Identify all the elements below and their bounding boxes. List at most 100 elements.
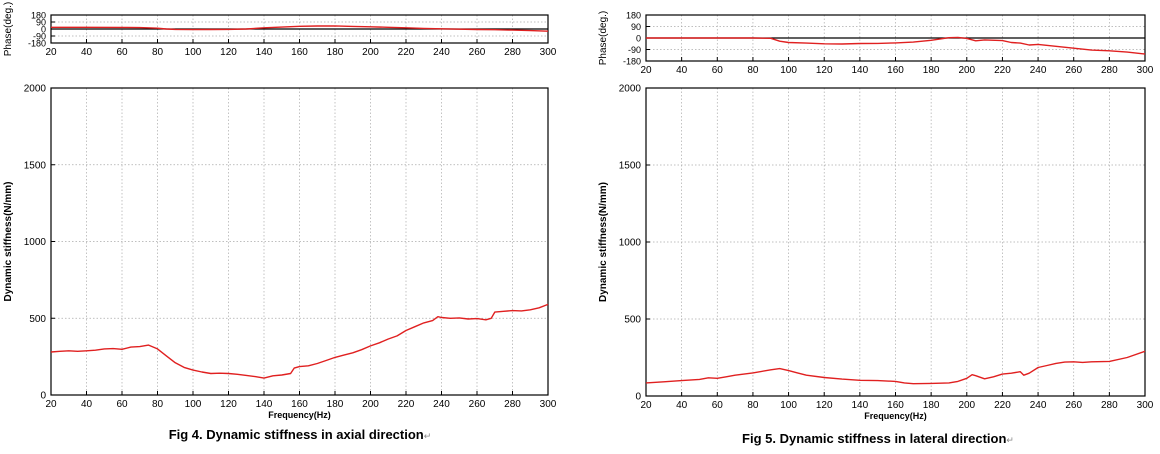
x-tick-label: 120 <box>816 65 833 76</box>
y-tick-label: -180 <box>623 57 641 67</box>
x-tick-label: 40 <box>676 400 688 411</box>
x-tick-label: 200 <box>958 400 975 411</box>
x-tick-label: 300 <box>540 399 557 410</box>
y-tick-label: 0 <box>40 391 46 402</box>
x-tick-label: 240 <box>1030 400 1047 411</box>
y-tick-label: -90 <box>628 45 641 55</box>
chart-lateral-svg: 20 40 60 80 100 120 140 160 180 200 220 240 260 280 30… <box>598 11 1154 422</box>
x-tick-label: 260 <box>1065 400 1082 411</box>
x-tick-label: 60 <box>712 65 724 76</box>
y-tick-label: 1000 <box>24 237 47 248</box>
x-tick-label: 140 <box>256 47 273 58</box>
x-tick-label: 160 <box>291 399 308 410</box>
magnitude-panel: 20 40 60 80 100 120 140 160 180 200 220 240 260 280 30… <box>3 84 557 421</box>
y-tick-label: 0 <box>635 392 641 403</box>
x-axis-label: Frequency(Hz) <box>268 410 331 420</box>
chart-axial-svg: 20 40 60 80 100 120 140 160 180 200 220 240 260 280 30… <box>3 2 557 421</box>
phase-ylabel: Phase(deg.) <box>598 11 609 65</box>
y-tick-label: 0 <box>41 25 46 35</box>
phase-series-line <box>51 25 549 32</box>
phase-ylabel: Phase(deg.) <box>3 2 14 56</box>
magnitude-ylabel: Dynamic stiffness(N/mm) <box>598 182 609 302</box>
x-tick-label: 20 <box>45 47 57 58</box>
x-tick-label: 40 <box>676 65 688 76</box>
x-tick-label: 220 <box>398 399 415 410</box>
x-tick-label: 60 <box>116 399 128 410</box>
caption-axial: Fig 4. Dynamic stiffness in axial direct… <box>10 427 590 442</box>
x-tick-label: 200 <box>362 399 379 410</box>
x-tick-label: 180 <box>923 65 940 76</box>
x-tick-label: 100 <box>780 65 797 76</box>
x-tick-label: 220 <box>994 65 1011 76</box>
caption-lateral: Fig 5. Dynamic stiffness in lateral dire… <box>588 431 1160 446</box>
figure-lateral: 20 40 60 80 100 120 140 160 180 200 220 240 260 280 30… <box>580 0 1160 454</box>
y-tick-label: 180 <box>31 11 46 21</box>
y-tick-label: 2000 <box>619 84 642 95</box>
x-tick-label: 140 <box>852 65 869 76</box>
y-tick-label: 90 <box>631 22 641 32</box>
y-tick-label: -180 <box>28 39 46 49</box>
caption-mark: ↵ <box>423 431 432 441</box>
x-tick-label: 280 <box>1101 65 1118 76</box>
y-tick-label: -90 <box>33 32 46 42</box>
y-tick-label: 90 <box>36 18 46 28</box>
figure-axial: 20 40 60 80 100 120 140 160 180 200 220 240 260 280 30… <box>3 2 557 442</box>
phase-series-line <box>646 36 1146 55</box>
magnitude-series-line <box>50 303 549 379</box>
x-tick-label: 260 <box>469 399 486 410</box>
caption-mark: ↵ <box>1006 435 1014 445</box>
y-tick-label: 500 <box>624 315 641 326</box>
y-tick-label: 180 <box>626 11 641 21</box>
x-tick-label: 240 <box>433 47 450 58</box>
x-tick-label: 240 <box>1030 65 1047 76</box>
x-tick-label: 80 <box>152 399 164 410</box>
x-tick-label: 180 <box>327 399 344 410</box>
x-tick-label: 280 <box>1101 400 1118 411</box>
x-tick-label: 140 <box>852 400 869 411</box>
x-tick-label: 260 <box>469 47 486 58</box>
x-tick-label: 60 <box>116 47 128 58</box>
y-tick-label: 0 <box>636 34 641 44</box>
x-tick-label: 280 <box>504 47 521 58</box>
x-tick-label: 160 <box>291 47 308 58</box>
y-tick-label: 1500 <box>24 160 47 171</box>
x-tick-label: 80 <box>747 65 759 76</box>
x-tick-label: 300 <box>540 47 557 58</box>
x-tick-label: 100 <box>185 399 202 410</box>
x-tick-label: 20 <box>45 399 57 410</box>
y-tick-label: 1000 <box>619 238 642 249</box>
x-tick-label: 80 <box>152 47 164 58</box>
x-tick-label: 160 <box>887 400 904 411</box>
x-tick-label: 140 <box>256 399 273 410</box>
x-tick-label: 280 <box>504 399 521 410</box>
magnitude-series-line <box>645 350 1146 385</box>
x-tick-label: 180 <box>327 47 344 58</box>
x-tick-label: 20 <box>640 400 652 411</box>
x-tick-label: 300 <box>1137 65 1154 76</box>
x-tick-label: 240 <box>433 399 450 410</box>
x-tick-label: 60 <box>712 400 724 411</box>
x-tick-label: 40 <box>81 47 93 58</box>
x-tick-label: 220 <box>398 47 415 58</box>
x-tick-label: 180 <box>923 400 940 411</box>
x-tick-label: 120 <box>816 400 833 411</box>
y-tick-label: 2000 <box>24 84 47 95</box>
x-tick-label: 120 <box>220 399 237 410</box>
x-tick-label: 220 <box>994 400 1011 411</box>
x-tick-label: 120 <box>220 47 237 58</box>
caption-axial-text: Fig 4. Dynamic stiffness in axial direct… <box>168 427 424 442</box>
caption-lateral-text: Fig 5. Dynamic stiffness in lateral dire… <box>742 431 1007 446</box>
x-tick-label: 80 <box>747 400 759 411</box>
x-tick-label: 40 <box>81 399 93 410</box>
y-tick-label: 500 <box>29 314 46 325</box>
x-tick-label: 300 <box>1137 400 1154 411</box>
x-tick-label: 100 <box>185 47 202 58</box>
magnitude-panel: 20 40 60 80 100 120 140 160 180 200 220 240 260 280 30… <box>598 84 1154 422</box>
magnitude-ylabel: Dynamic stiffness(N/mm) <box>3 181 14 301</box>
x-tick-label: 20 <box>640 65 652 76</box>
x-tick-label: 160 <box>887 65 904 76</box>
phase-panel: 20 40 60 80 100 120 140 160 180 200 220 240 260 280 30… <box>598 11 1154 77</box>
x-tick-label: 200 <box>362 47 379 58</box>
phase-panel: 20 40 60 80 100 120 140 160 180 200 220 240 260 280 30… <box>3 2 557 58</box>
x-tick-label: 260 <box>1065 65 1082 76</box>
